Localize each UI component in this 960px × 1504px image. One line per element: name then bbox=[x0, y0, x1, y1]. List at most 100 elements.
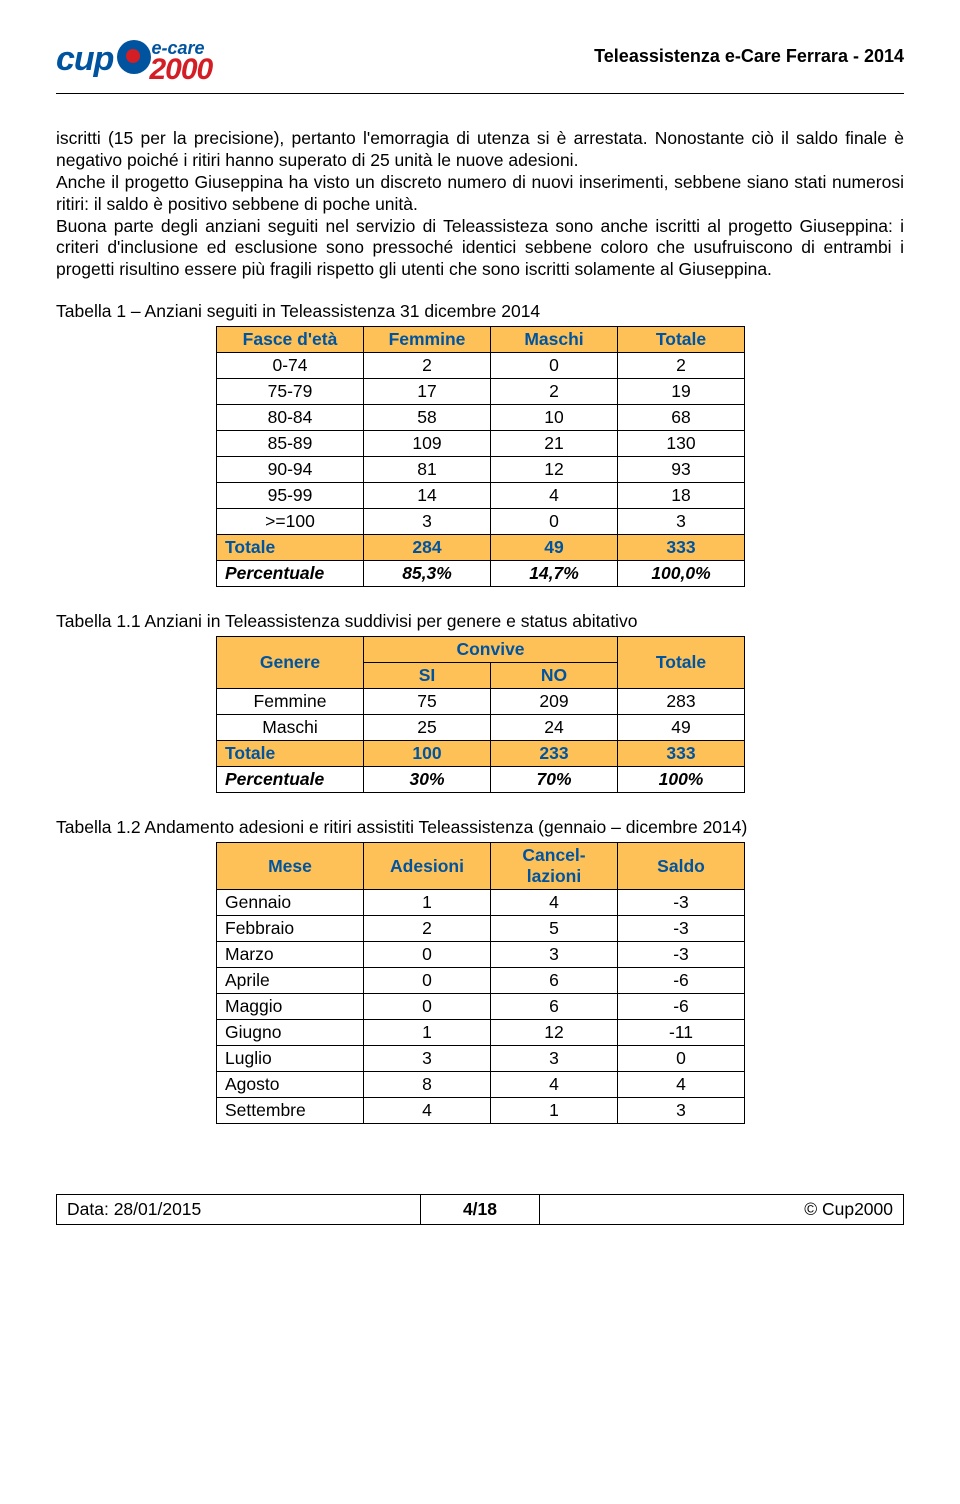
logo-emblem-icon bbox=[117, 40, 151, 74]
table-cell: 17 bbox=[364, 379, 491, 405]
table1-title: Tabella 1 – Anziani seguiti in Teleassis… bbox=[56, 301, 904, 322]
table-cell: 2 bbox=[618, 353, 745, 379]
t11-h-convive: Convive bbox=[364, 637, 618, 663]
table-row: 0-74202 bbox=[217, 353, 745, 379]
table-row: 95-9914418 bbox=[217, 483, 745, 509]
table-row: 85-8910921130 bbox=[217, 431, 745, 457]
table-cell: >=100 bbox=[217, 509, 364, 535]
t12-h1: Adesioni bbox=[364, 843, 491, 890]
table-cell: 1 bbox=[491, 1098, 618, 1124]
table-cell: 49 bbox=[618, 715, 745, 741]
table1: Fasce d'età Femmine Maschi Totale 0-7420… bbox=[216, 326, 745, 587]
table-row: Femmine75209283 bbox=[217, 689, 745, 715]
table-cell: 2 bbox=[491, 379, 618, 405]
table-row: Maggio06-6 bbox=[217, 994, 745, 1020]
table-cell: 21 bbox=[491, 431, 618, 457]
table-row: Giugno112-11 bbox=[217, 1020, 745, 1046]
footer-page: 4/18 bbox=[421, 1195, 540, 1225]
table-cell: 81 bbox=[364, 457, 491, 483]
table-cell: Aprile bbox=[217, 968, 364, 994]
table-cell: 4 bbox=[364, 1098, 491, 1124]
table-cell: 4 bbox=[618, 1072, 745, 1098]
table-cell: 0-74 bbox=[217, 353, 364, 379]
t11-tot-0: Totale bbox=[217, 741, 364, 767]
table11-title: Tabella 1.1 Anziani in Teleassistenza su… bbox=[56, 611, 904, 632]
table-cell: 93 bbox=[618, 457, 745, 483]
table-cell: 283 bbox=[618, 689, 745, 715]
table-cell: 95-99 bbox=[217, 483, 364, 509]
table-cell: 0 bbox=[491, 509, 618, 535]
t1-pct-3: 100,0% bbox=[618, 561, 745, 587]
table-cell: 75 bbox=[364, 689, 491, 715]
logo-cup-text: cup bbox=[56, 40, 113, 79]
table-cell: -3 bbox=[618, 890, 745, 916]
table-cell: 3 bbox=[364, 1046, 491, 1072]
table-row: >=100303 bbox=[217, 509, 745, 535]
t1-tot-3: 333 bbox=[618, 535, 745, 561]
table-row: Agosto844 bbox=[217, 1072, 745, 1098]
t1-h3: Totale bbox=[618, 327, 745, 353]
table-cell: 109 bbox=[364, 431, 491, 457]
table-cell: 0 bbox=[618, 1046, 745, 1072]
t11-h-si: SI bbox=[364, 663, 491, 689]
table-cell: Luglio bbox=[217, 1046, 364, 1072]
table12-section: Tabella 1.2 Andamento adesioni e ritiri … bbox=[56, 817, 904, 1124]
table-cell: 0 bbox=[364, 994, 491, 1020]
table-cell: 3 bbox=[491, 942, 618, 968]
table-cell: 90-94 bbox=[217, 457, 364, 483]
table11: Genere Convive Totale SI NO Femmine75209… bbox=[216, 636, 745, 793]
table-cell: 12 bbox=[491, 1020, 618, 1046]
table-row: 90-94811293 bbox=[217, 457, 745, 483]
page-footer: Data: 28/01/2015 4/18 © Cup2000 bbox=[56, 1194, 904, 1225]
table-cell: Maschi bbox=[217, 715, 364, 741]
table-cell: -6 bbox=[618, 968, 745, 994]
table-cell: 1 bbox=[364, 890, 491, 916]
table-cell: Maggio bbox=[217, 994, 364, 1020]
table-cell: -3 bbox=[618, 916, 745, 942]
table-row: 80-84581068 bbox=[217, 405, 745, 431]
t12-h2: Cancel-lazioni bbox=[491, 843, 618, 890]
table-row: 75-7917219 bbox=[217, 379, 745, 405]
t1-tot-0: Totale bbox=[217, 535, 364, 561]
t11-h-no: NO bbox=[491, 663, 618, 689]
t11-pct-3: 100% bbox=[618, 767, 745, 793]
table-cell: -11 bbox=[618, 1020, 745, 1046]
table-cell: 85-89 bbox=[217, 431, 364, 457]
t11-tot-3: 333 bbox=[618, 741, 745, 767]
page-header: cup e-care 2000 Teleassistenza e-Care Fe… bbox=[56, 40, 904, 94]
table-row: Aprile06-6 bbox=[217, 968, 745, 994]
t11-pct-1: 30% bbox=[364, 767, 491, 793]
table11-section: Tabella 1.1 Anziani in Teleassistenza su… bbox=[56, 611, 904, 793]
table-cell: 12 bbox=[491, 457, 618, 483]
table-cell: 0 bbox=[491, 353, 618, 379]
table-cell: 130 bbox=[618, 431, 745, 457]
logo: cup e-care 2000 bbox=[56, 40, 212, 87]
table-cell: Febbraio bbox=[217, 916, 364, 942]
table1-section: Tabella 1 – Anziani seguiti in Teleassis… bbox=[56, 301, 904, 587]
table-cell: 0 bbox=[364, 968, 491, 994]
t11-tot-2: 233 bbox=[491, 741, 618, 767]
table-row: Febbraio25-3 bbox=[217, 916, 745, 942]
t11-h-totale: Totale bbox=[618, 637, 745, 689]
table-cell: 3 bbox=[491, 1046, 618, 1072]
table-cell: 18 bbox=[618, 483, 745, 509]
footer-copyright: © Cup2000 bbox=[539, 1195, 903, 1225]
table-cell: 68 bbox=[618, 405, 745, 431]
table-cell: 5 bbox=[491, 916, 618, 942]
t1-tot-2: 49 bbox=[491, 535, 618, 561]
table-cell: 2 bbox=[364, 353, 491, 379]
t11-tot-1: 100 bbox=[364, 741, 491, 767]
table-cell: 1 bbox=[364, 1020, 491, 1046]
table-cell: 4 bbox=[491, 483, 618, 509]
table-cell: 25 bbox=[364, 715, 491, 741]
table-cell: 19 bbox=[618, 379, 745, 405]
table-cell: 75-79 bbox=[217, 379, 364, 405]
t12-h3: Saldo bbox=[618, 843, 745, 890]
t11-h-genere: Genere bbox=[217, 637, 364, 689]
table-cell: -6 bbox=[618, 994, 745, 1020]
t11-pct-0: Percentuale bbox=[217, 767, 364, 793]
table-cell: 4 bbox=[491, 890, 618, 916]
table-cell: 58 bbox=[364, 405, 491, 431]
table-cell: 209 bbox=[491, 689, 618, 715]
table-cell: 10 bbox=[491, 405, 618, 431]
